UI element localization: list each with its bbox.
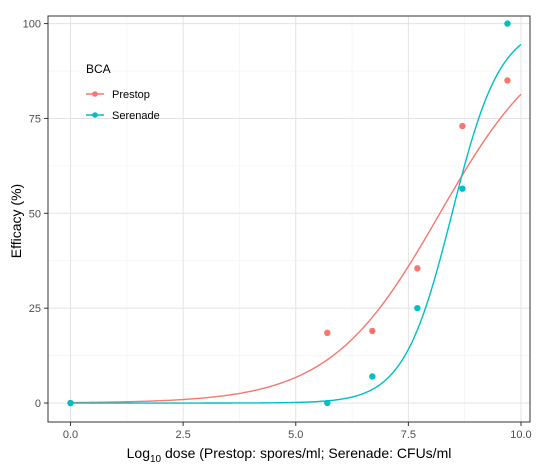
x-axis-title-subscript: 10 (150, 454, 162, 465)
data-point-serenade (369, 373, 376, 380)
legend-items: Prestop Serenade (86, 89, 160, 122)
data-point-prestop (324, 329, 331, 337)
x-tick-label: 10.0 (510, 429, 531, 441)
data-point-serenade (459, 185, 466, 192)
x-axis-title: Log10 dose (Prestop: spores/ml; Serenade… (127, 445, 452, 465)
x-tick-label: 5.0 (288, 429, 303, 441)
x-tick-label: 0.0 (63, 429, 78, 441)
y-tick-label: 25 (29, 303, 41, 315)
x-axis-title-log: Log (127, 445, 150, 461)
data-point-serenade (324, 399, 331, 407)
major-gridlines (48, 16, 530, 422)
legend-title: BCA (86, 62, 111, 76)
data-point-serenade (504, 20, 511, 27)
legend-label-prestop: Prestop (112, 89, 150, 101)
data-point-prestop (504, 77, 511, 84)
legend-key-point-serenade (92, 112, 98, 118)
y-axis-title: Efficacy (%) (8, 184, 24, 258)
minor-gridlines (48, 16, 530, 422)
x-tick-label: 2.5 (175, 429, 190, 441)
y-axis-ticks: 0 25 50 75 100 (23, 19, 48, 410)
legend: BCA Prestop Serenade (86, 62, 160, 122)
x-axis-title-rest: dose (Prestop: spores/ml; Serenade: CFUs… (161, 445, 451, 461)
fitted-curve-prestop (70, 93, 522, 404)
y-tick-label: 50 (29, 208, 41, 220)
data-point-prestop (459, 122, 466, 130)
legend-key-point-prestop (92, 91, 98, 97)
y-tick-label: 100 (23, 19, 41, 31)
fitted-curves (70, 43, 522, 404)
fitted-curve-serenade (70, 43, 522, 404)
x-axis-ticks: 0.0 2.5 5.0 7.5 10.0 (63, 422, 532, 441)
data-point-prestop (369, 327, 376, 335)
y-tick-label: 75 (29, 113, 41, 125)
y-tick-label: 0 (35, 398, 41, 410)
data-points (67, 20, 511, 407)
data-point-serenade (414, 304, 421, 312)
data-point-prestop (414, 265, 421, 272)
x-tick-label: 7.5 (401, 429, 416, 441)
legend-label-serenade: Serenade (112, 110, 160, 122)
plot-panel-border (47, 15, 531, 423)
data-point-serenade (67, 399, 74, 407)
